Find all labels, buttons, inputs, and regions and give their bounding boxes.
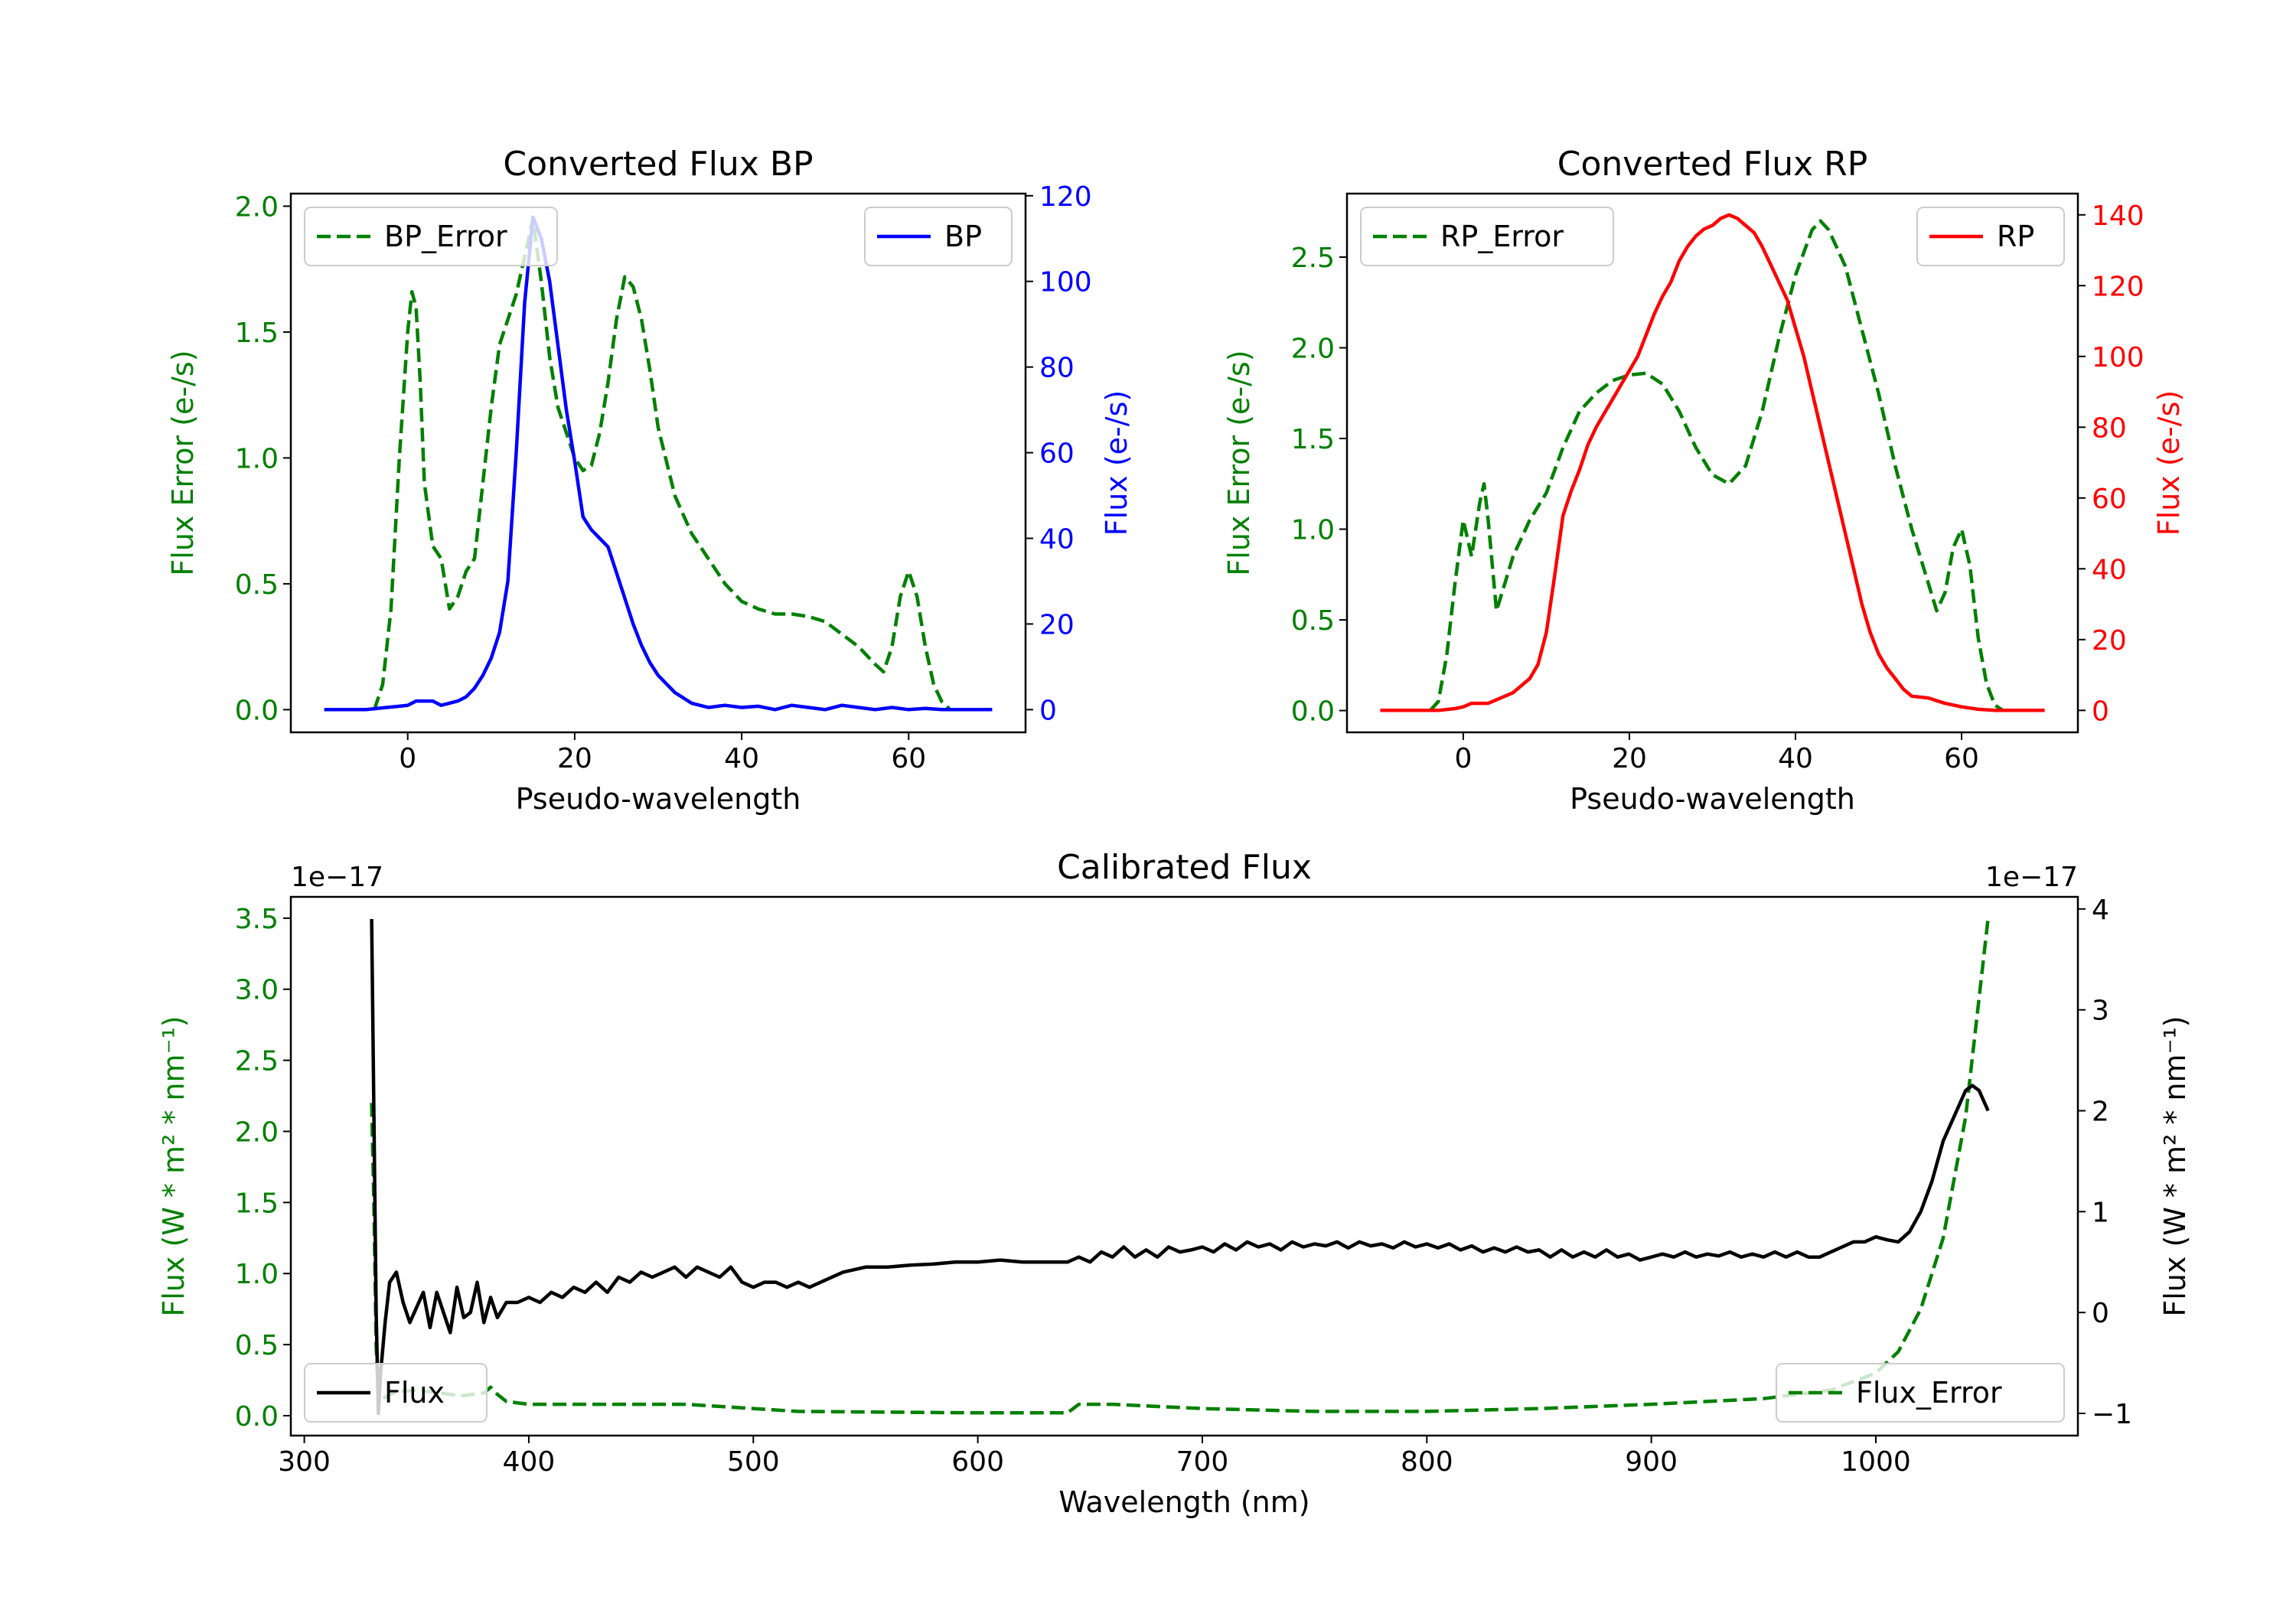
x-tick-label: 20	[557, 743, 592, 774]
x-tick-label: 500	[727, 1446, 780, 1478]
y-left-tick-label: 0.5	[235, 1330, 279, 1361]
y-left-axis-label: Flux (W * m² * nm⁻¹)	[157, 1015, 191, 1316]
chart-title: Converted Flux RP	[1557, 145, 1868, 184]
legend-box-right	[1776, 1363, 2065, 1423]
offset-label-right: 1e−17	[1985, 862, 2078, 893]
y-left-tick-label: 1.0	[235, 443, 279, 474]
y-right-tick-label: 4	[2092, 895, 2109, 926]
y-right-tick-label: 2	[2092, 1096, 2109, 1127]
x-axis-label: Pseudo-wavelength	[1570, 782, 1855, 816]
series-flux-error	[370, 918, 1990, 1415]
y-left-tick-label: 0.5	[1291, 605, 1335, 637]
y-right-tick-label: 3	[2092, 996, 2109, 1027]
x-axis-label: Pseudo-wavelength	[516, 782, 801, 816]
y-left-tick-label: 3.5	[235, 904, 279, 935]
y-left-tick-label: 1.0	[1291, 515, 1335, 546]
chart-1: 0 20 40 60 0.0 0.5 1.0 1.5 2.0 0 20 40 60 80 100 120 Con…	[166, 145, 1133, 816]
legend-box-left	[1360, 207, 1614, 266]
y-right-tick-label: 100	[1039, 267, 1092, 298]
offset-label-left: 1e−17	[291, 862, 383, 893]
x-tick-label: 1000	[1841, 1446, 1911, 1478]
x-tick-label: 0	[1454, 743, 1472, 774]
y-right-tick-label: 0	[2092, 696, 2109, 727]
series-rp	[1380, 213, 2045, 712]
series-flux	[370, 918, 1990, 1416]
legend-label-left: BP_Error	[384, 220, 507, 253]
x-tick-label: 400	[503, 1446, 556, 1478]
x-tick-label: 40	[724, 743, 759, 774]
x-tick-label: 300	[278, 1446, 331, 1478]
legend-box-right	[864, 207, 1013, 266]
y-left-axis-label: Flux Error (e-/s)	[166, 350, 200, 575]
plot-frame	[1345, 192, 2079, 734]
y-right-tick-label: 120	[1039, 181, 1092, 213]
y-left-axis-label: Flux Error (e-/s)	[1222, 350, 1256, 575]
y-right-tick-label: 0	[2092, 1298, 2109, 1329]
x-tick-label: 20	[1612, 743, 1647, 774]
y-right-tick-label: 100	[2092, 342, 2144, 373]
legend-label-right: BP	[944, 220, 982, 253]
x-tick-label: 60	[891, 743, 926, 774]
y-left-tick-label: 0.0	[1291, 696, 1335, 728]
y-right-tick-label: −1	[2092, 1399, 2132, 1430]
y-right-tick-label: 80	[1039, 353, 1075, 384]
y-left-tick-label: 0.5	[235, 569, 279, 601]
legend-box-right	[1916, 207, 2065, 266]
legend-box-left	[304, 1363, 488, 1423]
y-left-tick-label: 2.0	[235, 1116, 279, 1148]
y-right-axis-label: Flux (W * m² * nm⁻¹)	[2158, 1015, 2192, 1316]
x-axis-label: Wavelength (nm)	[1058, 1485, 1309, 1519]
legend-box-left	[304, 207, 558, 266]
y-right-tick-label: 140	[2092, 200, 2144, 232]
chart-title: Converted Flux BP	[503, 145, 813, 184]
legend-label-left: RP_Error	[1440, 220, 1564, 253]
y-right-tick-label: 20	[1039, 609, 1075, 641]
plot-frame	[289, 192, 1027, 734]
legend-label-right: Flux_Error	[1856, 1376, 2002, 1410]
chart-3: 300 400 500 600 700 800 900 1000 0.0 0.5 1.0 1.5 2.0…	[157, 848, 2192, 1519]
y-left-tick-label: 1.5	[1291, 424, 1335, 455]
chart-title: Calibrated Flux	[1057, 848, 1312, 887]
series-bp	[324, 215, 993, 712]
y-left-tick-label: 2.0	[235, 191, 279, 223]
plot-frame	[289, 895, 2079, 1437]
y-right-tick-label: 40	[2092, 554, 2127, 585]
y-right-tick-label: 20	[2092, 625, 2127, 657]
y-right-tick-label: 40	[1039, 523, 1075, 555]
series-rp-error	[1428, 219, 2004, 712]
y-left-tick-label: 2.5	[235, 1046, 279, 1077]
y-left-tick-label: 2.5	[1291, 243, 1335, 274]
y-left-tick-label: 2.0	[1291, 333, 1335, 364]
x-tick-label: 0	[399, 743, 416, 774]
y-right-axis-label: Flux (e-/s)	[1100, 390, 1133, 536]
y-right-tick-label: 0	[1039, 695, 1057, 726]
y-right-tick-label: 120	[2092, 271, 2144, 302]
x-tick-label: 900	[1625, 1446, 1678, 1478]
x-tick-label: 700	[1176, 1446, 1229, 1478]
y-right-tick-label: 1	[2092, 1197, 2109, 1228]
y-left-tick-label: 0.0	[235, 695, 279, 726]
x-tick-label: 40	[1778, 743, 1813, 774]
y-left-tick-label: 1.5	[235, 318, 279, 349]
x-tick-label: 800	[1401, 1446, 1453, 1478]
y-right-tick-label: 80	[2092, 412, 2127, 444]
y-left-tick-label: 0.0	[235, 1401, 279, 1433]
legend-label-right: RP	[1997, 220, 2034, 253]
legend-label-left: Flux	[384, 1376, 445, 1410]
chart-2: 0 20 40 60 0.0 0.5 1.0 1.5 2.0 2.5 0 20 40 60 80 100 120…	[1222, 145, 2186, 816]
y-right-tick-label: 60	[1039, 438, 1075, 470]
x-tick-label: 60	[1944, 743, 1979, 774]
y-right-axis-label: Flux (e-/s)	[2152, 390, 2186, 536]
y-left-tick-label: 1.0	[235, 1259, 279, 1290]
x-tick-label: 600	[951, 1446, 1004, 1478]
series-bp-error	[372, 217, 952, 712]
y-left-tick-label: 1.5	[235, 1188, 279, 1219]
y-right-tick-label: 60	[2092, 484, 2127, 515]
y-left-tick-label: 3.0	[235, 975, 279, 1006]
